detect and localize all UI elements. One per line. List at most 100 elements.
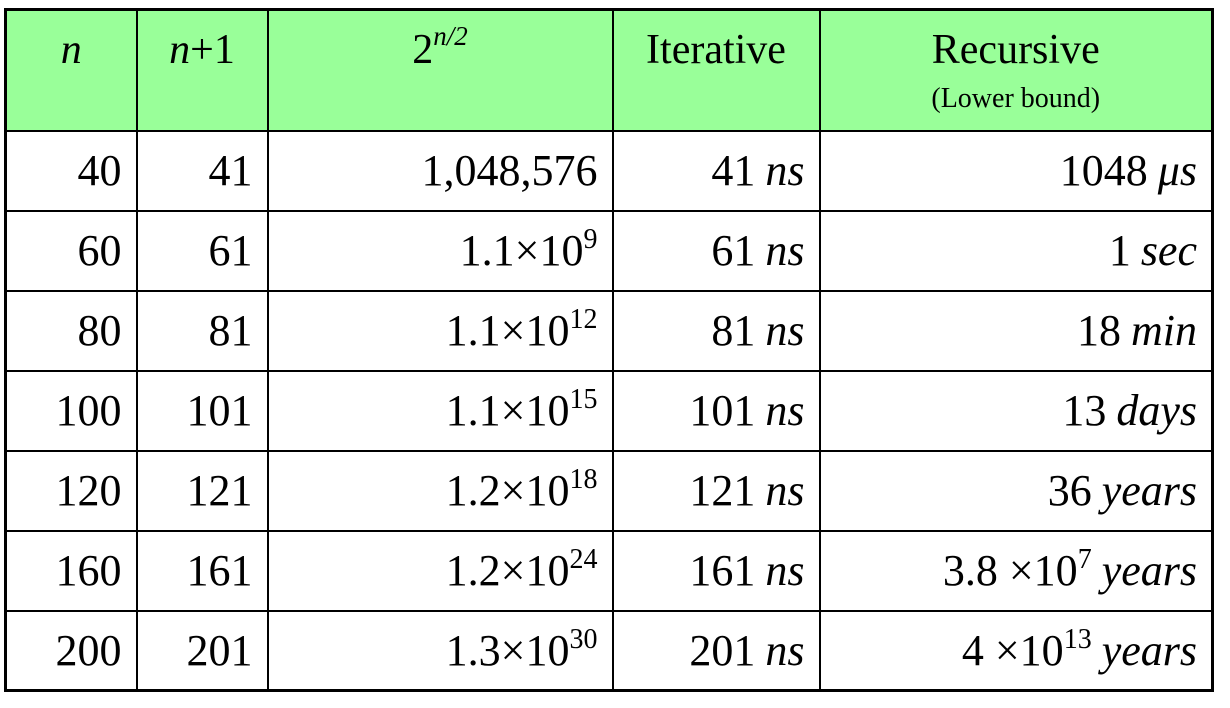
cell-recursive-unit: sec (1140, 226, 1197, 275)
cell-iterative-value: 161 (689, 546, 756, 595)
cell-power-mantissa: 1.1×10 (445, 306, 570, 355)
cell-n-plus-1-value: 201 (186, 625, 253, 675)
cell-n-plus-1-value: 61 (208, 226, 253, 275)
cell-n-value: 60 (77, 226, 122, 275)
cell-power-exponent: 24 (569, 544, 598, 575)
cell-n: 160 (4, 529, 138, 612)
cell-iterative: 101 ns (611, 369, 821, 452)
cell-recursive: 1048 μs (818, 129, 1214, 212)
cell-n-plus-1: 201 (135, 609, 269, 692)
header-n-label: n (60, 27, 82, 73)
cell-power: 1,048,576 (266, 129, 614, 212)
cell-n-plus-1-value: 101 (186, 386, 253, 435)
cell-power: 1.3×1030 (266, 609, 614, 692)
cell-iterative: 81 ns (611, 289, 821, 372)
cell-recursive-value: 4 ×10 (961, 625, 1064, 675)
header-power-base: 2 (412, 27, 434, 73)
cell-recursive-exponent: 13 (1063, 623, 1092, 655)
table-row: 60 61 1.1×109 61 ns 1 sec (4, 209, 1214, 292)
cell-power-mantissa: 1,048,576 (421, 146, 598, 195)
cell-iterative-value: 101 (689, 386, 756, 435)
cell-recursive-unit: days (1116, 386, 1197, 435)
cell-iterative-value: 41 (711, 146, 756, 195)
cell-n-value: 80 (77, 306, 122, 355)
cell-iterative-unit: ns (765, 546, 805, 595)
table-body: 40 41 1,048,576 41 ns 1048 μs 60 61 1.1×109 61 ns 1 s… (4, 129, 1214, 692)
header-n: n (4, 8, 138, 132)
cell-n-value: 120 (55, 466, 122, 515)
cell-n-plus-1-value: 121 (186, 466, 253, 515)
header-power-exponent: n/2 (433, 21, 468, 51)
table-row: 100 101 1.1×1015 101 ns 13 days (4, 369, 1214, 452)
cell-power-mantissa: 1.2×10 (445, 466, 570, 515)
table-row: 160 161 1.2×1024 161 ns 3.8 ×107 years (4, 529, 1214, 612)
cell-iterative-unit: ns (765, 625, 805, 675)
header-n-plus-1: n+1 (135, 8, 269, 132)
cell-recursive: 18 min (818, 289, 1214, 372)
cell-n-plus-1: 121 (135, 449, 269, 532)
cell-iterative-value: 81 (711, 306, 756, 355)
header-iterative: Iterative (611, 8, 821, 132)
cell-recursive-value: 1048 (1059, 146, 1148, 195)
cell-n-value: 160 (55, 546, 122, 595)
cell-recursive-value: 3.8 ×10 (942, 546, 1078, 595)
cell-iterative-unit: ns (765, 386, 805, 435)
cell-n: 200 (4, 609, 138, 692)
cell-power-mantissa: 1.2×10 (445, 546, 570, 595)
cell-n-value: 200 (55, 625, 122, 675)
header-n-plus-1-rest: +1 (190, 27, 235, 73)
cell-n-plus-1-value: 161 (186, 546, 253, 595)
cell-iterative-value: 61 (711, 226, 756, 275)
cell-recursive: 1 sec (818, 209, 1214, 292)
cell-n-plus-1-value: 41 (208, 146, 253, 195)
cell-iterative-unit: ns (765, 306, 805, 355)
cell-power-mantissa: 1.1×10 (445, 386, 570, 435)
cell-iterative: 121 ns (611, 449, 821, 532)
cell-power-mantissa: 1.3×10 (445, 625, 570, 675)
cell-iterative: 61 ns (611, 209, 821, 292)
cell-power-exponent: 15 (569, 384, 598, 415)
header-recursive-label: Recursive (931, 27, 1100, 73)
header-power: 2n/2 (266, 8, 614, 132)
cell-iterative-value: 201 (689, 625, 756, 675)
cell-recursive: 36 years (818, 449, 1214, 532)
cell-recursive-value: 13 (1062, 386, 1107, 435)
cell-n-value: 40 (77, 146, 122, 195)
cell-iterative: 41 ns (611, 129, 821, 212)
cell-recursive-unit: years (1101, 625, 1197, 675)
cell-recursive-unit: years (1101, 546, 1197, 595)
table-row: 200 201 1.3×1030 201 ns 4 ×1013 years (4, 609, 1214, 692)
cell-n: 40 (4, 129, 138, 212)
cell-iterative-value: 121 (689, 466, 756, 515)
cell-power-exponent: 9 (583, 224, 598, 255)
header-recursive-note: (Lower bound) (931, 83, 1101, 114)
cell-recursive: 4 ×1013 years (818, 609, 1214, 692)
header-recursive: Recursive (Lower bound) (818, 8, 1214, 132)
cell-n: 60 (4, 209, 138, 292)
cell-power-exponent: 18 (569, 464, 598, 495)
table-header: n n+1 2n/2 Iterative Recursive (Lower bou… (4, 8, 1214, 132)
cell-power: 1.1×1012 (266, 289, 614, 372)
complexity-table: n n+1 2n/2 Iterative Recursive (Lower bou… (4, 8, 1214, 692)
cell-iterative-unit: ns (765, 226, 805, 275)
cell-iterative-unit: ns (765, 146, 805, 195)
cell-power: 1.2×1024 (266, 529, 614, 612)
table-row: 40 41 1,048,576 41 ns 1048 μs (4, 129, 1214, 212)
table-row: 120 121 1.2×1018 121 ns 36 years (4, 449, 1214, 532)
cell-recursive: 13 days (818, 369, 1214, 452)
cell-n-plus-1-value: 81 (208, 306, 253, 355)
cell-recursive-unit: years (1101, 466, 1197, 515)
cell-recursive-exponent: 7 (1077, 544, 1092, 575)
cell-n-plus-1: 61 (135, 209, 269, 292)
cell-power: 1.1×109 (266, 209, 614, 292)
cell-recursive: 3.8 ×107 years (818, 529, 1214, 612)
cell-power-mantissa: 1.1×10 (459, 226, 584, 275)
cell-iterative: 161 ns (611, 529, 821, 612)
cell-recursive-value: 36 (1047, 466, 1092, 515)
header-iterative-label: Iterative (646, 27, 786, 73)
cell-recursive-unit: μs (1157, 146, 1197, 195)
cell-recursive-value: 1 (1108, 226, 1131, 275)
cell-n: 120 (4, 449, 138, 532)
cell-recursive-unit: min (1131, 306, 1197, 355)
header-row: n n+1 2n/2 Iterative Recursive (Lower bou… (4, 8, 1214, 132)
